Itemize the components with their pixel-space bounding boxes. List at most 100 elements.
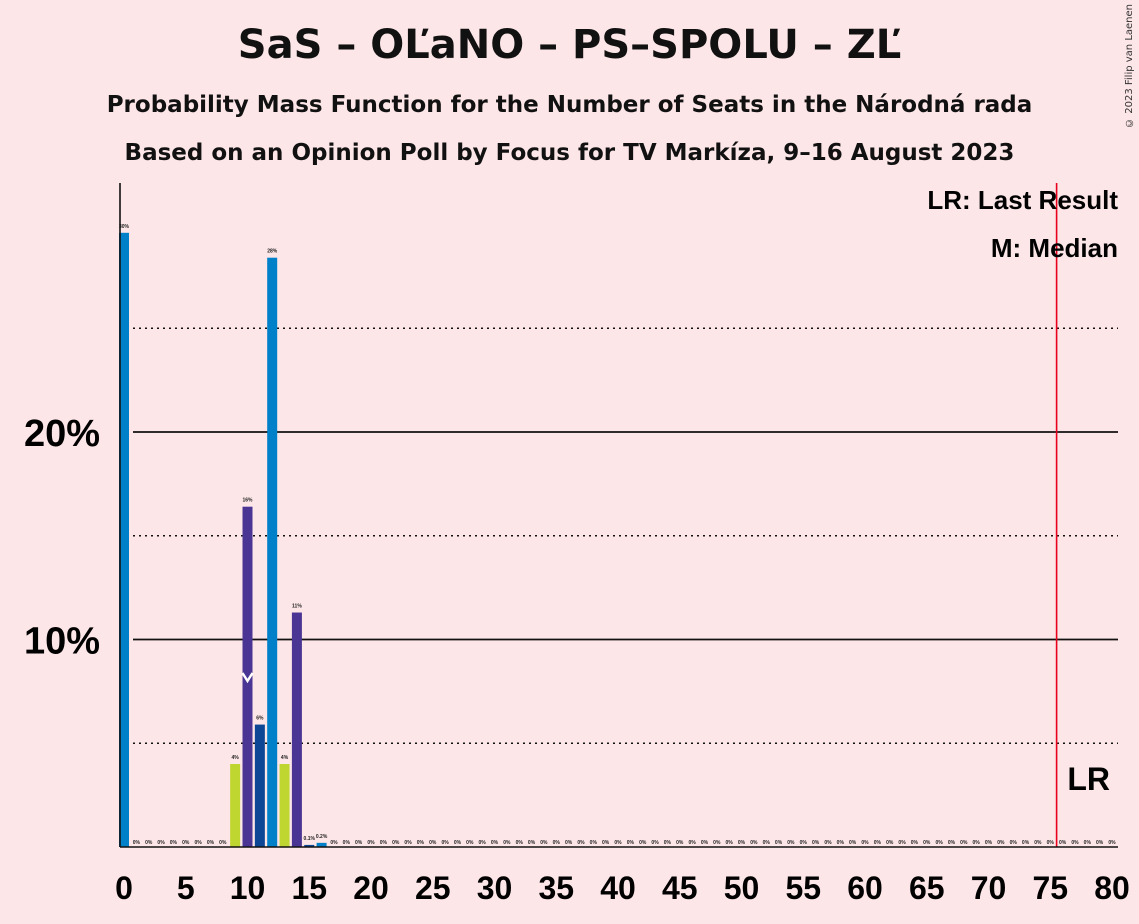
last-result-marker-label: LR [1067, 761, 1110, 797]
bar-value-label: 0% [1059, 840, 1067, 846]
legend-median: M: Median [991, 233, 1118, 263]
x-tick-label: 25 [415, 870, 451, 906]
bar-value-label: 0% [404, 840, 412, 846]
bar-value-label: 0% [935, 840, 943, 846]
bar-value-label: 6% [256, 716, 264, 722]
x-tick-label: 65 [909, 870, 945, 906]
bar [230, 764, 241, 847]
bar-value-label: 0% [392, 840, 400, 846]
bar-value-label: 0% [170, 840, 178, 846]
bar-value-label: 0% [182, 840, 190, 846]
x-tick-label: 75 [1032, 870, 1068, 906]
bar-value-label: 0% [528, 840, 536, 846]
x-tick-label: 0 [115, 870, 133, 906]
bar-value-label: 0% [1084, 840, 1092, 846]
bar-value-label: 28% [267, 249, 278, 255]
bar-value-label: 0% [565, 840, 573, 846]
chart-source: Based on an Opinion Poll by Focus for TV… [124, 140, 1015, 166]
bar-value-label: 16% [242, 498, 253, 504]
bar [316, 842, 327, 847]
bar [291, 612, 302, 847]
bars: 30% 0% 0% 0% 0% 0% 0% 0% 0% 4% 16% 6% 28% 4% 11% 0.1% 0.… [119, 183, 1116, 848]
bar-value-label: 0% [553, 840, 561, 846]
bar-value-label: 0% [1071, 840, 1079, 846]
x-tick-label: 20 [353, 870, 389, 906]
bar-value-label: 0% [812, 840, 820, 846]
bar-value-label: 0% [898, 840, 906, 846]
bar-value-label: 0% [713, 840, 721, 846]
bar-value-label: 0% [355, 840, 363, 846]
bar-value-label: 0% [948, 840, 956, 846]
bar-value-label: 0% [1047, 840, 1055, 846]
bar-value-label: 0% [911, 840, 919, 846]
bar-value-label: 0% [1022, 840, 1030, 846]
bar-value-label: 0% [849, 840, 857, 846]
bar-value-label: 0% [676, 840, 684, 846]
bar [254, 724, 265, 847]
bar-value-label: 0% [1108, 840, 1116, 846]
bar-value-label: 0% [787, 840, 795, 846]
bar [242, 506, 253, 847]
bar-value-label: 0% [664, 840, 672, 846]
bar-value-label: 0% [763, 840, 771, 846]
bar-value-label: 0% [491, 840, 499, 846]
bar-value-label: 0% [923, 840, 931, 846]
x-tick-label: 70 [971, 870, 1007, 906]
bar-value-label: 0% [516, 840, 524, 846]
bar-value-label: 0% [688, 840, 696, 846]
bar-value-label: 4% [281, 755, 289, 761]
bar-value-label: 0% [207, 840, 215, 846]
bar [267, 257, 278, 847]
axes: 10% 20% 0 5 10 15 20 25 30 35 40 45 50 55 60 65 70 75 80 [24, 183, 1130, 906]
bar-value-label: 0% [367, 840, 375, 846]
bar-value-label: 0% [861, 840, 869, 846]
x-tick-label: 45 [662, 870, 698, 906]
x-tick-label: 10 [230, 870, 266, 906]
bar-value-label: 0% [454, 840, 462, 846]
bar-value-label: 0% [577, 840, 585, 846]
x-tick-label: 5 [177, 870, 195, 906]
bar-value-label: 0% [800, 840, 808, 846]
bar-value-label: 0% [973, 840, 981, 846]
x-tick-label: 60 [847, 870, 883, 906]
bar-value-label: 0% [775, 840, 783, 846]
bar-value-label: 4% [232, 755, 240, 761]
x-tick-label: 35 [538, 870, 574, 906]
bar-value-label: 0% [479, 840, 487, 846]
bar-value-label: 0.2% [316, 834, 328, 840]
median-marker [241, 672, 254, 684]
bar-value-label: 0% [985, 840, 993, 846]
bar-value-label: 0% [627, 840, 635, 846]
legend-last-result: LR: Last Result [927, 185, 1118, 215]
x-tick-label: 15 [291, 870, 327, 906]
bar-value-label: 11% [292, 604, 302, 610]
bar-value-label: 0% [639, 840, 647, 846]
x-tick-label: 55 [785, 870, 821, 906]
bar-value-label: 0% [441, 840, 449, 846]
bar-value-label: 0% [824, 840, 832, 846]
bar-value-label: 0% [1096, 840, 1104, 846]
bar-value-label: 0% [602, 840, 610, 846]
bar-value-label: 0% [133, 840, 141, 846]
bar-value-label: 0% [837, 840, 845, 846]
bar-value-label: 0% [1010, 840, 1018, 846]
bar-value-label: 0% [219, 840, 227, 846]
bar-value-label: 0% [417, 840, 425, 846]
gridlines [133, 327, 1118, 745]
bar-value-label: 0% [380, 840, 388, 846]
bar [279, 764, 290, 847]
bar [304, 844, 315, 847]
x-tick-label: 50 [724, 870, 760, 906]
bar-value-label: 0% [701, 840, 709, 846]
bar-value-label: 0% [651, 840, 659, 846]
bar-value-label: 0% [738, 840, 746, 846]
bar-value-label: 0% [874, 840, 882, 846]
bar-value-label: 0% [750, 840, 758, 846]
chart-title: SaS – OĽaNO – PS–SPOLU – ZĽ [237, 22, 902, 68]
bar-value-label: 0% [145, 840, 153, 846]
bar [119, 232, 129, 848]
bar-value-label: 0% [614, 840, 622, 846]
bar-value-label: 0% [540, 840, 548, 846]
bar-value-label: 0% [503, 840, 511, 846]
